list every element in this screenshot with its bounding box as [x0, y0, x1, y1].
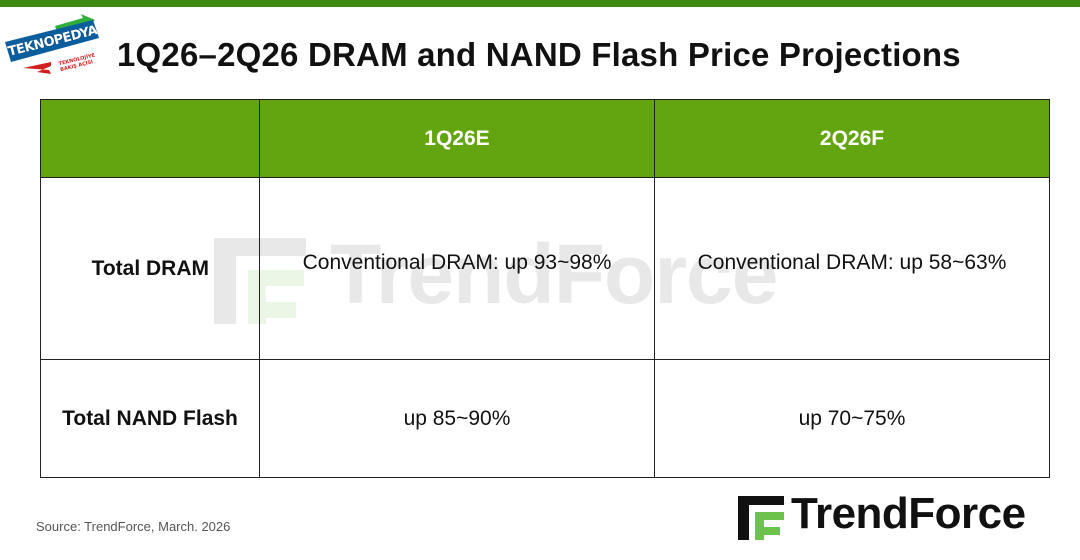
page-title: 1Q26–2Q26 DRAM and NAND Flash Price Proj… — [117, 36, 961, 73]
price-projection-table: 1Q26E 2Q26F Total DRAM Conventional DRAM… — [40, 99, 1050, 478]
row-label-total-dram: Total DRAM — [40, 177, 260, 360]
row-label-total-nand: Total NAND Flash — [40, 359, 260, 478]
column-header-empty — [40, 99, 260, 178]
trendforce-logo-icon — [738, 496, 784, 540]
teknopedya-badge: TEKNOPEDYA TEKNOLOJİYE BAKIŞ AÇISI — [3, 12, 101, 76]
top-accent-bar — [0, 0, 1080, 7]
cell-nand-2q26f: up 70~75% — [654, 359, 1050, 478]
table-row: Total NAND Flash up 85~90% up 70~75% — [40, 359, 1050, 478]
column-header-1q26e: 1Q26E — [259, 99, 655, 178]
trendforce-logo: TrendForce — [737, 489, 1057, 542]
source-note: Source: TrendForce, March. 2026 — [36, 519, 231, 534]
cell-dram-1q26e: Conventional DRAM: up 93~98% — [259, 177, 655, 360]
column-header-2q26f: 2Q26F — [654, 99, 1050, 178]
table-header-row: 1Q26E 2Q26F — [40, 99, 1050, 178]
teknopedya-logo-icon — [5, 14, 99, 74]
cell-nand-1q26e: up 85~90% — [259, 359, 655, 478]
cell-dram-2q26f: Conventional DRAM: up 58~63% — [654, 177, 1050, 360]
logo-text: TrendForce — [791, 489, 1026, 538]
table-row: Total DRAM Conventional DRAM: up 93~98% … — [40, 177, 1050, 360]
